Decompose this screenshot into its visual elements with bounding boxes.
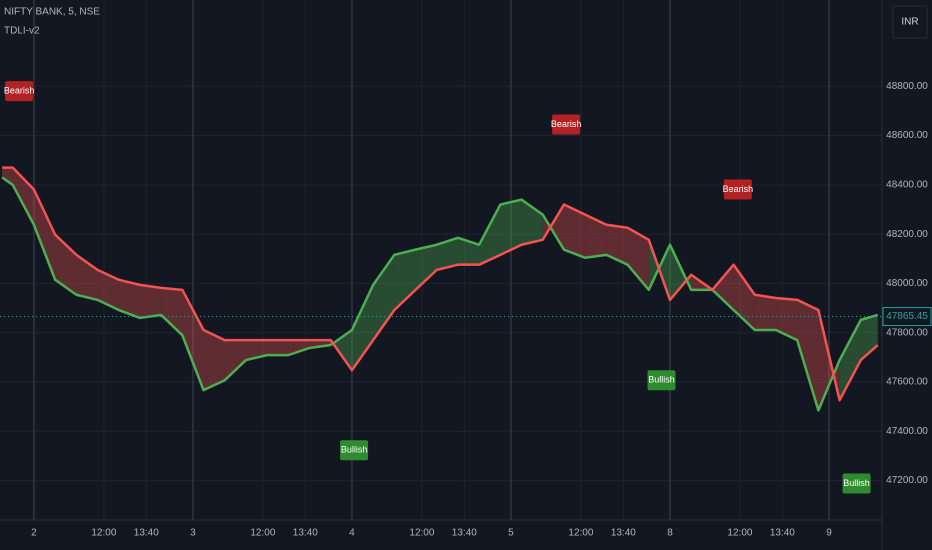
x-tick-label: 12:00 <box>727 528 752 539</box>
y-tick-label: 48600.00 <box>886 130 928 141</box>
x-tick-label: 13:40 <box>452 528 477 539</box>
x-tick-label: 4 <box>349 528 355 539</box>
y-tick-label: 47400.00 <box>886 426 928 437</box>
band-fill <box>373 254 395 341</box>
band-fill <box>182 289 204 391</box>
signal-box <box>552 114 581 135</box>
signal-box <box>842 473 871 494</box>
y-tick-label: 48800.00 <box>886 81 928 92</box>
band-fill <box>33 189 56 280</box>
band-fill <box>479 204 501 265</box>
x-tick-label: 2 <box>31 528 37 539</box>
band-fill <box>585 214 607 258</box>
y-tick-label: 47800.00 <box>886 327 928 338</box>
grid <box>0 0 882 520</box>
x-tick-label: 13:40 <box>293 528 318 539</box>
x-tick-label: 12:00 <box>250 528 275 539</box>
band-fill <box>55 234 77 295</box>
series-line <box>2 166 879 402</box>
band-fill <box>563 204 586 258</box>
band-fill <box>775 297 798 341</box>
band-fill <box>139 284 162 318</box>
signal-box <box>5 81 34 102</box>
band-fill <box>288 340 310 356</box>
x-tick-label: 9 <box>826 528 832 539</box>
band-fill <box>627 227 649 290</box>
y-tick-label: 48200.00 <box>886 229 928 240</box>
band-fill <box>415 244 437 290</box>
plot <box>1 166 879 412</box>
series-line <box>1 176 879 412</box>
band-fill <box>457 237 480 265</box>
signal-label: Bullish <box>843 478 870 488</box>
last-price-box <box>882 307 932 327</box>
y-tick-label: 47600.00 <box>886 377 928 388</box>
x-tick-label: 12:00 <box>568 528 593 539</box>
band-fill <box>224 340 246 381</box>
band-fill <box>797 299 819 411</box>
band-fill <box>161 287 183 336</box>
band-fill <box>606 224 628 265</box>
last-price-label: 47865.45 <box>886 311 928 322</box>
signal-box <box>723 179 752 200</box>
signal-label: Bearish <box>551 119 582 129</box>
band-fill <box>267 340 289 356</box>
band-fill <box>12 167 34 225</box>
currency-box[interactable] <box>892 5 928 39</box>
signal-box <box>647 370 676 391</box>
band-fill <box>97 269 119 311</box>
x-tick-label: 13:40 <box>611 528 636 539</box>
currency[interactable]: INR <box>901 17 918 28</box>
band-fill <box>118 279 140 318</box>
band-fill <box>351 284 374 371</box>
signal-label: Bullish <box>341 445 368 455</box>
band-fill <box>245 340 268 361</box>
band-fill <box>860 314 878 361</box>
x-tick-label: 5 <box>508 528 514 539</box>
band-fill <box>712 264 734 311</box>
x-tick-label: 13:40 <box>134 528 159 539</box>
x-tick-label: 12:00 <box>91 528 116 539</box>
signal-box <box>340 440 369 461</box>
x-tick-label: 12:00 <box>409 528 434 539</box>
x-tick-label: 3 <box>190 528 196 539</box>
band-fill <box>500 199 522 255</box>
x-tick-label: 13:40 <box>770 528 795 539</box>
signal-label: Bearish <box>723 184 754 194</box>
indicator-name: TDLI-v2 <box>4 26 40 37</box>
chart-title: NIFTY BANK, 5, NSE <box>4 7 100 18</box>
band-fill <box>394 249 416 311</box>
band-fill <box>2 167 13 185</box>
band-fill <box>542 204 564 250</box>
signal-label: Bearish <box>4 86 35 96</box>
band-fill <box>839 319 861 401</box>
y-tick-label: 48400.00 <box>886 179 928 190</box>
band-fill <box>754 294 776 330</box>
x-tick-label: 8 <box>667 528 673 539</box>
band-fill <box>330 329 352 371</box>
band-fill <box>76 254 98 300</box>
band-fill <box>436 237 458 270</box>
band-fill <box>203 329 225 391</box>
y-tick-label: 47200.00 <box>886 475 928 486</box>
signal-label: Bullish <box>648 375 675 385</box>
y-tick-label: 48000.00 <box>886 278 928 289</box>
